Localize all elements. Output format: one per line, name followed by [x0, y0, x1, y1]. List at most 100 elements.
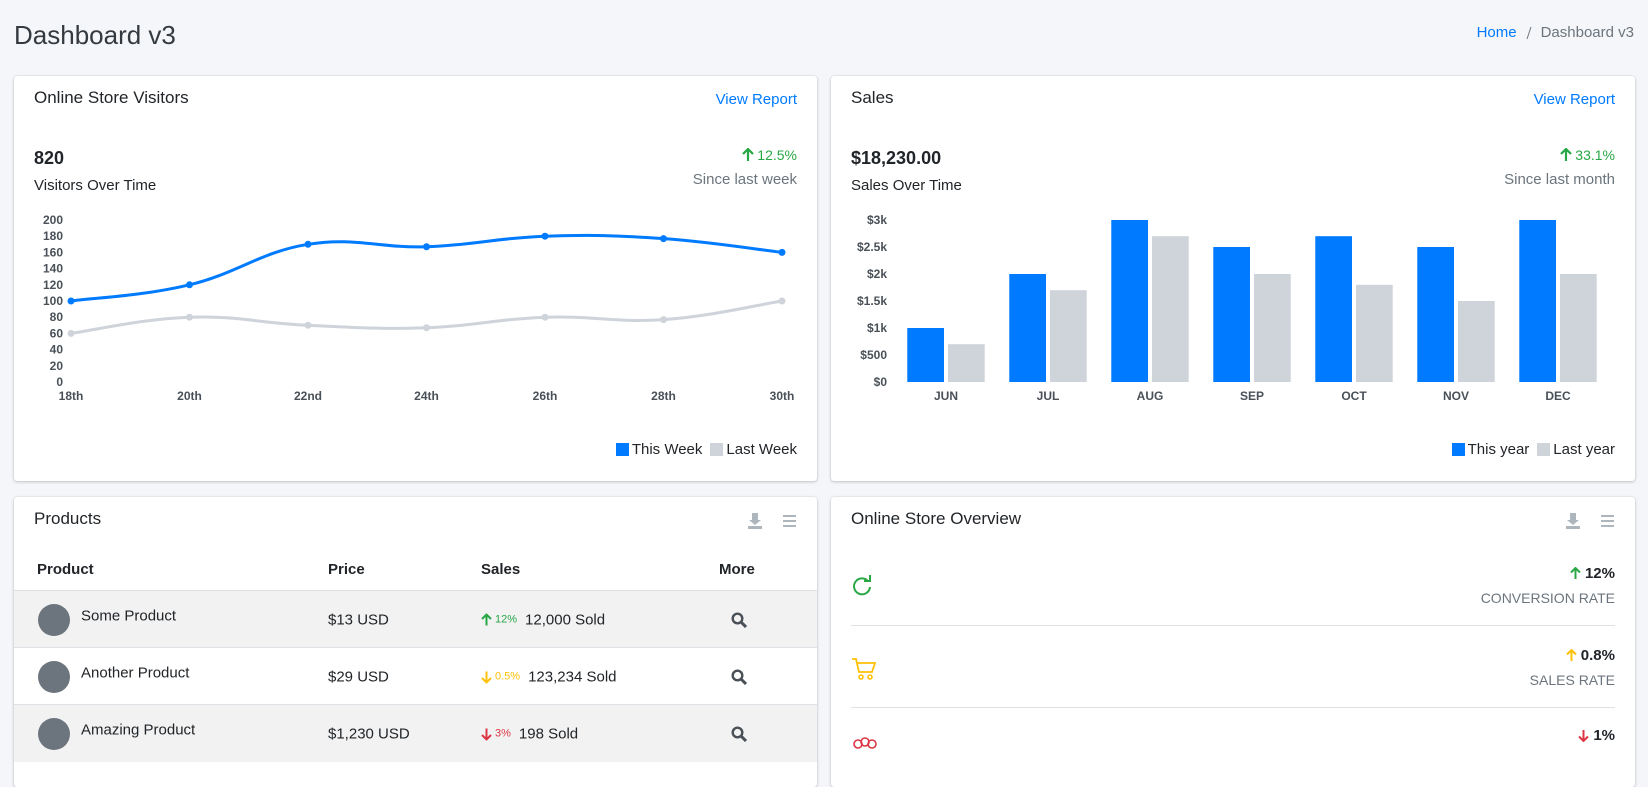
subtitle: Visitors Over Time [34, 177, 157, 194]
view-report[interactable]: View Report [1533, 91, 1615, 108]
point [304, 240, 312, 248]
price: $1,230 USD [328, 725, 410, 742]
arrow-path [481, 671, 492, 683]
point [67, 297, 75, 305]
legend-swatch [615, 443, 629, 456]
column-header: Price [328, 561, 365, 578]
x-tick-label: JUN [934, 389, 958, 403]
bar [1254, 274, 1291, 382]
value: 12% [1584, 565, 1615, 582]
card-title: Products [34, 509, 102, 528]
legend: This Week Last Week [615, 441, 797, 458]
card-tools [1566, 513, 1614, 529]
product-image [38, 660, 70, 693]
y-tick-label: 160 [43, 245, 63, 259]
sales-change: 12% [495, 613, 518, 626]
y-tick-label: 20 [50, 359, 64, 373]
menu-icon[interactable] [1601, 515, 1614, 527]
breadcrumb: Home Dashboard v3 [1477, 24, 1634, 41]
point [778, 248, 786, 256]
download-icon[interactable] [748, 513, 762, 529]
total: $18,230.00 [851, 148, 942, 168]
overview-label: SALES RATE [1529, 672, 1615, 688]
value: 0.8% [1580, 647, 1615, 664]
y-tick-label: 60 [50, 326, 64, 340]
table-row: Amazing Product $1,230 USD 3% 198 Sold [14, 704, 817, 762]
arrow-down [481, 671, 492, 683]
legend-swatch [1537, 443, 1551, 456]
y-tick-label: 40 [50, 343, 64, 357]
point [541, 232, 549, 240]
arrow-up [481, 613, 492, 625]
arrow-down [1578, 730, 1590, 742]
legend-swatch [1451, 443, 1465, 456]
overview-row: 1% [851, 707, 1615, 787]
column-header: Product [37, 561, 94, 578]
y-tick-label: $2.5k [857, 240, 887, 254]
line-chart: 0 20 40 60 80 100 120 140 160 180 200 18th 20th 22nd 2… [43, 213, 794, 403]
table-row: Another Product $29 USD 0.5% 123,234 Sold [14, 647, 817, 705]
sold: 198 Sold [518, 725, 579, 742]
sales-change: 0.5% [495, 670, 521, 683]
table-row: Some Product $13 USD 12% 12,000 Sold [14, 590, 817, 648]
breadcrumb-link[interactable]: Home [1476, 24, 1517, 41]
card-title: Online Store Overview [851, 509, 1022, 528]
legend: This year Last year [1451, 441, 1615, 458]
overview-value: 0.8% [1566, 647, 1615, 664]
sales-card: Sales View Report $18,230.00 Sales Over … [831, 76, 1635, 481]
total: 820 [34, 148, 65, 168]
y-tick-label: 140 [43, 262, 63, 276]
handle [739, 620, 747, 628]
arrow-path [1578, 730, 1590, 742]
legend-entry: Last Week [710, 441, 797, 458]
products-card: Products Product Price Sales More Some Produ… [14, 497, 817, 787]
change-value: 12.5% [757, 147, 797, 163]
y-tick-label: $1.5k [857, 294, 887, 308]
y-tick-label: $500 [860, 348, 887, 362]
x-tick-label: SEP [1240, 389, 1264, 403]
menu-icon[interactable] [783, 515, 796, 527]
sales-change: 3% [495, 727, 511, 740]
breadcrumb-current: Dashboard v3 [1540, 24, 1634, 41]
point [186, 313, 193, 321]
point [304, 321, 312, 329]
point [423, 324, 430, 332]
overview-label: CONVERSION RATE [1480, 590, 1615, 606]
x-tick-label: 22nd [294, 389, 322, 403]
search-icon[interactable] [731, 611, 747, 628]
view-report[interactable]: View Report [715, 91, 797, 108]
change: 12.5% [742, 147, 797, 163]
legend-label: This Week [631, 441, 703, 458]
page-title: Dashboard v3 [14, 20, 176, 50]
legend-entry: Last year [1537, 441, 1615, 458]
search-icon[interactable] [731, 725, 747, 742]
arrow-path [481, 613, 492, 625]
users-icon [853, 737, 877, 749]
arrow-up [1566, 649, 1577, 661]
arrow-up [1560, 148, 1573, 161]
bar [1315, 236, 1352, 382]
product-name: Another Product [81, 664, 190, 682]
arrow-path [1570, 567, 1581, 579]
product-image [38, 603, 70, 636]
sales: 12% 12,000 Sold [481, 611, 605, 628]
y-tick-label: 100 [43, 294, 63, 308]
y-tick-label: $2k [867, 267, 887, 281]
handle [739, 734, 747, 742]
legend-entry: This Week [615, 441, 703, 458]
sales: 3% 198 Sold [481, 725, 578, 742]
product-image [38, 717, 70, 750]
card-tools [748, 513, 796, 529]
x-tick-label: DEC [1545, 389, 1571, 403]
y-tick-label: 120 [43, 278, 63, 292]
page: Dashboard v3 Home Dashboard v3 Online St… [14, 20, 1635, 787]
bar [1152, 236, 1189, 382]
y-tick-label: $1k [867, 321, 887, 335]
search-icon[interactable] [731, 668, 747, 685]
change-value: 33.1% [1575, 147, 1615, 163]
bar [1519, 220, 1556, 382]
arrow-up [742, 148, 755, 161]
download-icon[interactable] [1566, 513, 1580, 529]
product-name: Amazing Product [81, 721, 196, 739]
cart-icon [852, 658, 877, 680]
